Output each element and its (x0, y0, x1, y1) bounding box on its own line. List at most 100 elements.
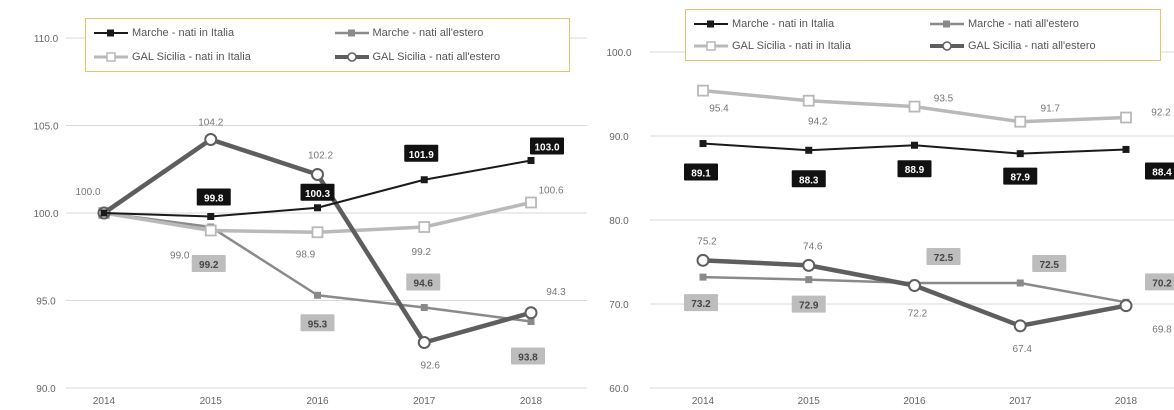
x-tick-label: 2017 (413, 396, 436, 407)
legend-item-marche-estero: Marche - nati all'estero (334, 23, 562, 44)
data-point (204, 133, 218, 146)
data-label-box (191, 255, 226, 272)
data-point (417, 336, 431, 349)
legend-label: GAL Sicilia - nati all'estero (372, 50, 501, 63)
data-label: 100.0 (75, 187, 100, 198)
data-label: 91.7 (1041, 104, 1061, 115)
chart-left: 110.0 105.0 100.0 95.0 90.0 2014 2015 2016 2017 2… (33, 18, 587, 407)
y-tick-label: 100.0 (33, 209, 58, 220)
data-label: 88.4 (1152, 167, 1172, 178)
chart-right-legend: Marche - nati in Italia Marche - nati al… (685, 9, 1161, 61)
x-tick-label: 2018 (1115, 396, 1138, 407)
legend-item-gal-italia: GAL Sicilia - nati in Italia (94, 47, 321, 68)
data-label: 92.6 (421, 361, 441, 372)
data-label: 95.3 (308, 319, 328, 330)
y-tick-labels: 100.0 90.0 80.0 70.0 60.0 (606, 48, 631, 395)
data-point (908, 279, 921, 293)
data-label-box (1145, 273, 1174, 291)
data-point (802, 258, 816, 272)
data-label: 104.2 (198, 118, 223, 129)
legend-label: Marche - nati in Italia (132, 27, 235, 40)
legend-marker-marche-italia (694, 20, 728, 28)
x-tick-label: 2014 (692, 396, 715, 407)
data-point (1013, 319, 1027, 333)
data-label: 99.0 (170, 251, 190, 262)
data-label: 95.4 (709, 104, 729, 115)
legend-item-gal-estero: GAL Sicilia - nati all'estero (930, 37, 1152, 57)
data-label: 98.9 (296, 249, 316, 260)
legend-item-marche-italia: Marche - nati in Italia (694, 14, 916, 34)
data-label-box (530, 137, 564, 155)
data-label-box (791, 170, 826, 188)
data-label-box (300, 183, 335, 201)
x-tick-label: 2016 (306, 396, 329, 407)
data-point (314, 291, 321, 299)
data-label: 99.2 (199, 260, 219, 271)
data-label-box (684, 163, 718, 181)
legend-item-gal-estero: GAL Sicilia - nati all'estero (334, 47, 562, 68)
series-gal-estero (696, 253, 1133, 333)
x-tick-label: 2015 (200, 396, 223, 407)
legend-item-marche-italia: Marche - nati in Italia (94, 23, 321, 44)
data-point (697, 84, 709, 97)
data-point (1016, 279, 1024, 287)
data-point (314, 204, 321, 212)
data-point (525, 196, 537, 209)
legend-label: Marche - nati all'estero (372, 27, 484, 40)
data-label-box (511, 347, 545, 365)
gridlines (66, 37, 587, 389)
y-tick-labels: 110.0 105.0 100.0 95.0 90.0 (33, 34, 58, 395)
y-tick-label: 100.0 (606, 48, 631, 59)
legend-item-gal-italia: GAL Sicilia - nati in Italia (694, 37, 916, 57)
x-tick-labels: 2014 2015 2016 2017 2018 (692, 396, 1138, 407)
data-point (1016, 150, 1024, 158)
legend-label: GAL Sicilia - nati in Italia (732, 40, 851, 53)
data-label: 92.2 (1151, 108, 1171, 119)
y-tick-label: 70.0 (609, 300, 629, 311)
data-point (805, 146, 813, 154)
data-label: 72.9 (799, 301, 819, 312)
data-label-box (196, 188, 231, 206)
legend-label: Marche - nati in Italia (732, 17, 835, 30)
y-tick-label: 60.0 (609, 384, 629, 395)
data-label-box (406, 273, 441, 291)
data-label: 70.2 (1152, 278, 1172, 289)
data-label: 101.9 (409, 150, 434, 161)
data-label: 72.2 (908, 309, 928, 320)
data-label: 100.6 (538, 186, 563, 197)
data-label: 69.8 (1152, 325, 1172, 336)
data-label-box (300, 314, 335, 332)
data-point (1120, 111, 1132, 124)
x-tick-labels: 2014 2015 2016 2017 2018 (93, 396, 543, 407)
x-tick-label: 2018 (520, 396, 543, 407)
data-label: 73.2 (691, 299, 711, 310)
data-point (420, 304, 428, 311)
chart-left-legend: Marche - nati in Italia Marche - nati al… (85, 18, 570, 72)
data-point (911, 141, 918, 149)
gridlines (650, 51, 1174, 389)
legend-marker-gal-italia (694, 41, 728, 51)
legend-marker-marche-italia (94, 29, 128, 37)
data-point (1122, 145, 1130, 153)
data-label: 72.5 (934, 253, 954, 264)
data-point (527, 157, 535, 164)
data-label: 102.2 (308, 151, 333, 162)
y-tick-label: 105.0 (33, 122, 58, 133)
data-label: 74.6 (803, 241, 823, 252)
data-point (802, 94, 815, 107)
data-point (311, 168, 324, 181)
legend-label: GAL Sicilia - nati all'estero (968, 40, 1096, 53)
data-label: 88.3 (799, 175, 819, 186)
data-point (311, 226, 324, 239)
series-marche-italia (100, 157, 535, 220)
data-point (1014, 115, 1027, 128)
series-gal-italia (98, 196, 537, 239)
legend-label: GAL Sicilia - nati in Italia (132, 50, 251, 63)
legend-label: Marche - nati all'estero (968, 17, 1079, 30)
x-tick-label: 2016 (903, 396, 926, 407)
legend-marker-marche-estero (930, 20, 964, 28)
y-tick-label: 95.0 (36, 297, 56, 308)
data-point (696, 253, 710, 267)
